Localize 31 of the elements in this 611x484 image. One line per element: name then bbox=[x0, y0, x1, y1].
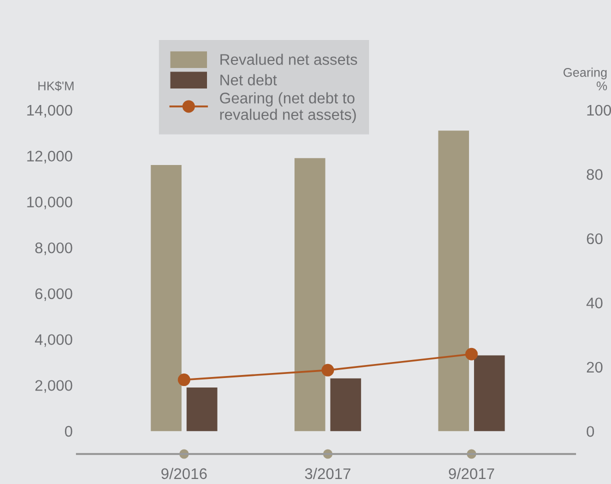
y-tick-label: 14,000 bbox=[27, 104, 72, 118]
y2-tick-label: 40 bbox=[586, 298, 603, 308]
y2-tick-label: 60 bbox=[586, 233, 603, 244]
y2-tick-label: 20 bbox=[586, 362, 603, 373]
point bbox=[178, 374, 190, 386]
y-tick-label: 0 bbox=[64, 426, 72, 437]
bar bbox=[330, 378, 362, 432]
x-tick-label: 9/2017 bbox=[448, 468, 494, 480]
bar bbox=[150, 165, 182, 432]
legend-label: Net debt bbox=[220, 74, 277, 86]
bar bbox=[186, 387, 218, 432]
point bbox=[322, 364, 334, 376]
point bbox=[465, 348, 478, 360]
legend-label: Revalued net assets bbox=[220, 54, 358, 65]
y-tick-label: 8,000 bbox=[35, 242, 72, 256]
y-tick-label: 2,000 bbox=[35, 380, 72, 393]
y-tick-label: 10,000 bbox=[27, 196, 72, 210]
x-tick-label: 9/2016 bbox=[161, 468, 207, 480]
y2-tick-label: 0 bbox=[586, 426, 594, 437]
bar bbox=[294, 158, 326, 432]
y-tick-label: 4,000 bbox=[34, 334, 72, 347]
legend-label: Gearing (net debt to revalued net assets) bbox=[220, 92, 356, 123]
y2-axis-title: Gearing % bbox=[564, 68, 607, 90]
y-tick-label: 6,000 bbox=[35, 288, 72, 301]
x-tick-label: 3/2017 bbox=[305, 468, 350, 480]
y-tick-label: 12,000 bbox=[27, 150, 72, 164]
bar bbox=[438, 130, 470, 432]
y-axis-title: HK$'M bbox=[38, 80, 74, 92]
y2-tick-label: 80 bbox=[586, 169, 603, 180]
bar bbox=[474, 355, 505, 432]
y2-tick-label: 100 bbox=[587, 104, 611, 116]
